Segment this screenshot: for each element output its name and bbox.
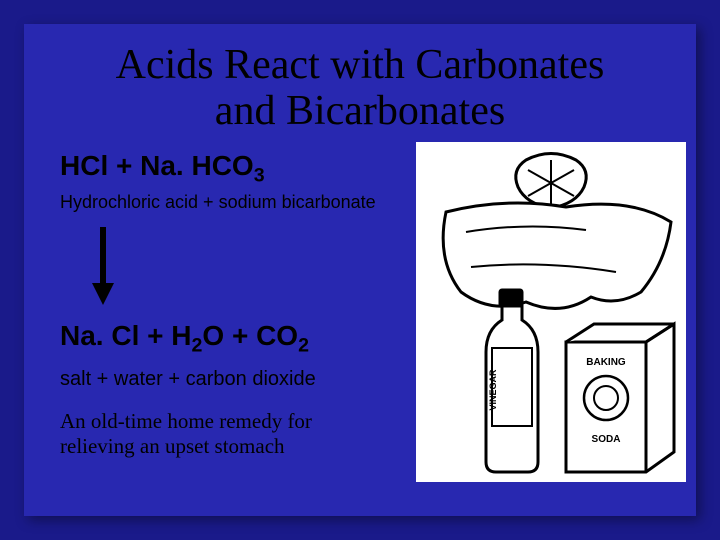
content-area: HCl + Na. HCO3 Hydrochloric acid + sodiu…	[24, 142, 696, 502]
cloth-icon	[443, 203, 671, 308]
illustration: VINEGAR BAKING SODA	[416, 142, 686, 482]
slide-frame: Acids React with Carbonates and Bicarbon…	[24, 24, 696, 516]
title-line2: and Bicarbonates	[44, 88, 676, 134]
remedy-line2: relieving an upset stomach	[60, 434, 380, 459]
title-line1: Acids React with Carbonates	[44, 42, 676, 88]
vinegar-bottle-icon: VINEGAR	[486, 290, 538, 472]
remedy-line1: An old-time home remedy for	[60, 409, 380, 434]
svg-text:SODA: SODA	[592, 434, 621, 445]
svg-text:BAKING: BAKING	[586, 357, 626, 368]
baking-soda-box-icon: BAKING SODA	[566, 324, 674, 472]
remedy-text: An old-time home remedy for relieving an…	[60, 409, 380, 459]
slide-title: Acids React with Carbonates and Bicarbon…	[24, 24, 696, 142]
svg-text:VINEGAR: VINEGAR	[488, 369, 498, 411]
